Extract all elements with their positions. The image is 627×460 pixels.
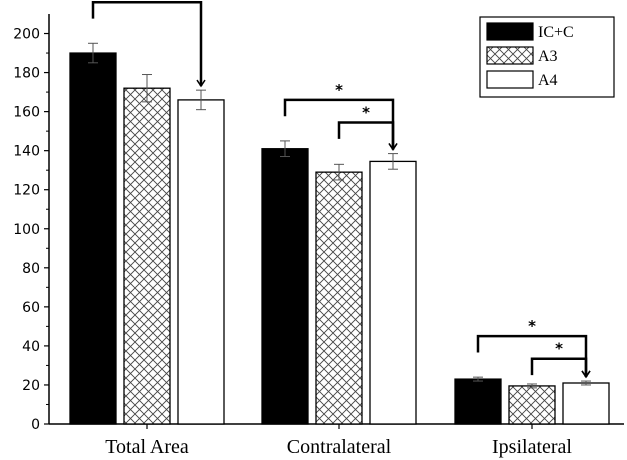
- bar: [123, 87, 171, 425]
- y-tick-label: 160: [13, 105, 40, 121]
- significance-star: *: [143, 0, 151, 1]
- significance-bracket: [91, 1, 203, 87]
- bar: [508, 385, 556, 425]
- significance-arrowhead: [581, 370, 591, 379]
- axes: 0 20 40 60 80 100 120 140 160 180 200 Total Area Con…: [13, 14, 624, 458]
- legend-label: IC+C: [538, 24, 574, 41]
- y-tick-label: 80: [22, 261, 40, 277]
- legend: IC+C A3 A4: [479, 16, 615, 98]
- significance-star: *: [528, 317, 536, 335]
- bar: [261, 148, 309, 425]
- y-tick-label: 40: [22, 339, 40, 355]
- legend-swatch: [486, 46, 534, 65]
- legend-label: A4: [538, 72, 558, 89]
- significance-bracket: [530, 357, 588, 377]
- bar: [454, 378, 502, 425]
- bars: [69, 42, 610, 425]
- significance-arrowhead: [388, 143, 398, 151]
- category-label: Total Area: [105, 436, 189, 458]
- significance-star: *: [362, 103, 370, 121]
- y-tick-label: 20: [22, 378, 40, 394]
- legend-label: A3: [538, 48, 558, 65]
- significance-star: *: [555, 340, 563, 358]
- significance-star: *: [335, 81, 343, 99]
- category-label: Contralateral: [287, 436, 392, 458]
- legend-swatch: [486, 70, 534, 89]
- y-tick-label: 0: [31, 417, 40, 433]
- category-label: Ipsilateral: [492, 436, 572, 458]
- y-tick-label: 200: [13, 27, 40, 43]
- y-tick-label: 60: [22, 300, 40, 316]
- significance-arrowhead: [196, 79, 206, 88]
- bar: [562, 382, 610, 425]
- bar: [177, 99, 225, 425]
- y-tick-label: 180: [13, 66, 40, 82]
- y-tick-label: 120: [13, 183, 40, 199]
- significance-bracket: [476, 334, 588, 377]
- bar: [315, 171, 363, 425]
- bar: [69, 52, 117, 425]
- significance-bracket: [337, 121, 395, 150]
- legend-swatch: [486, 22, 534, 41]
- bar: [369, 160, 417, 425]
- y-tick-label: 100: [13, 222, 40, 238]
- y-tick-label: 140: [13, 144, 40, 160]
- significance-brackets: * * * * *: [91, 0, 591, 379]
